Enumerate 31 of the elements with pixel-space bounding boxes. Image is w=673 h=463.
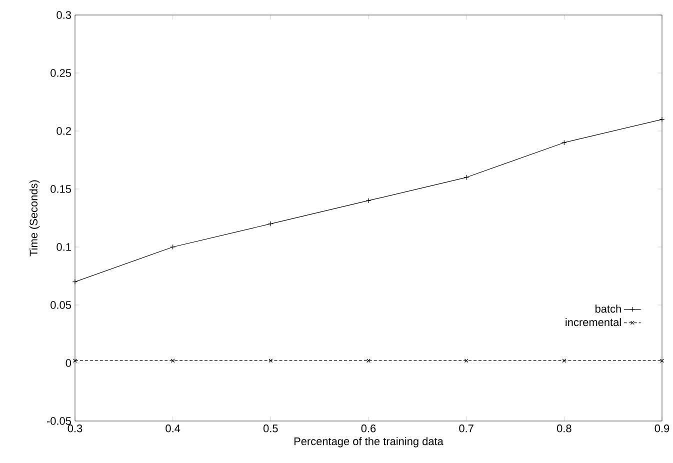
legend-label: batch	[596, 304, 621, 313]
y-tick-label: 0.3	[56, 11, 71, 19]
x-tick-label: 0.4	[166, 424, 180, 432]
x-tick-label: 0.3	[68, 424, 82, 432]
point	[464, 174, 470, 180]
point	[366, 198, 372, 204]
point	[562, 358, 566, 363]
point	[561, 140, 567, 146]
y-tick-label: -0.05	[46, 417, 72, 425]
x-tick-label: 0.9	[654, 424, 670, 432]
point	[366, 358, 370, 363]
legend-label: incremental	[566, 318, 621, 326]
y-tick-label: 0.2	[56, 127, 71, 135]
x-tick-label: 0.8	[556, 424, 572, 432]
point	[73, 358, 77, 363]
y-tick-label: 0	[66, 359, 72, 367]
y-tick-label: 0.15	[50, 185, 72, 193]
point	[170, 358, 175, 363]
y-tick-label: 0.1	[56, 243, 71, 251]
point	[170, 244, 176, 250]
x-tick-label: 0.5	[263, 424, 278, 432]
point	[464, 358, 468, 363]
point	[660, 358, 664, 363]
x-tick-label: 0.6	[361, 424, 376, 432]
point	[268, 221, 274, 226]
x-tick-label: 0.7	[459, 424, 474, 432]
y-tick-label: 0.05	[50, 301, 72, 309]
y-tick-label: 0.25	[50, 69, 72, 77]
x-axis-title: Percentage of the training data	[294, 437, 444, 448]
y-axis-title: Time (Seconds)	[29, 180, 40, 256]
point	[268, 358, 273, 363]
